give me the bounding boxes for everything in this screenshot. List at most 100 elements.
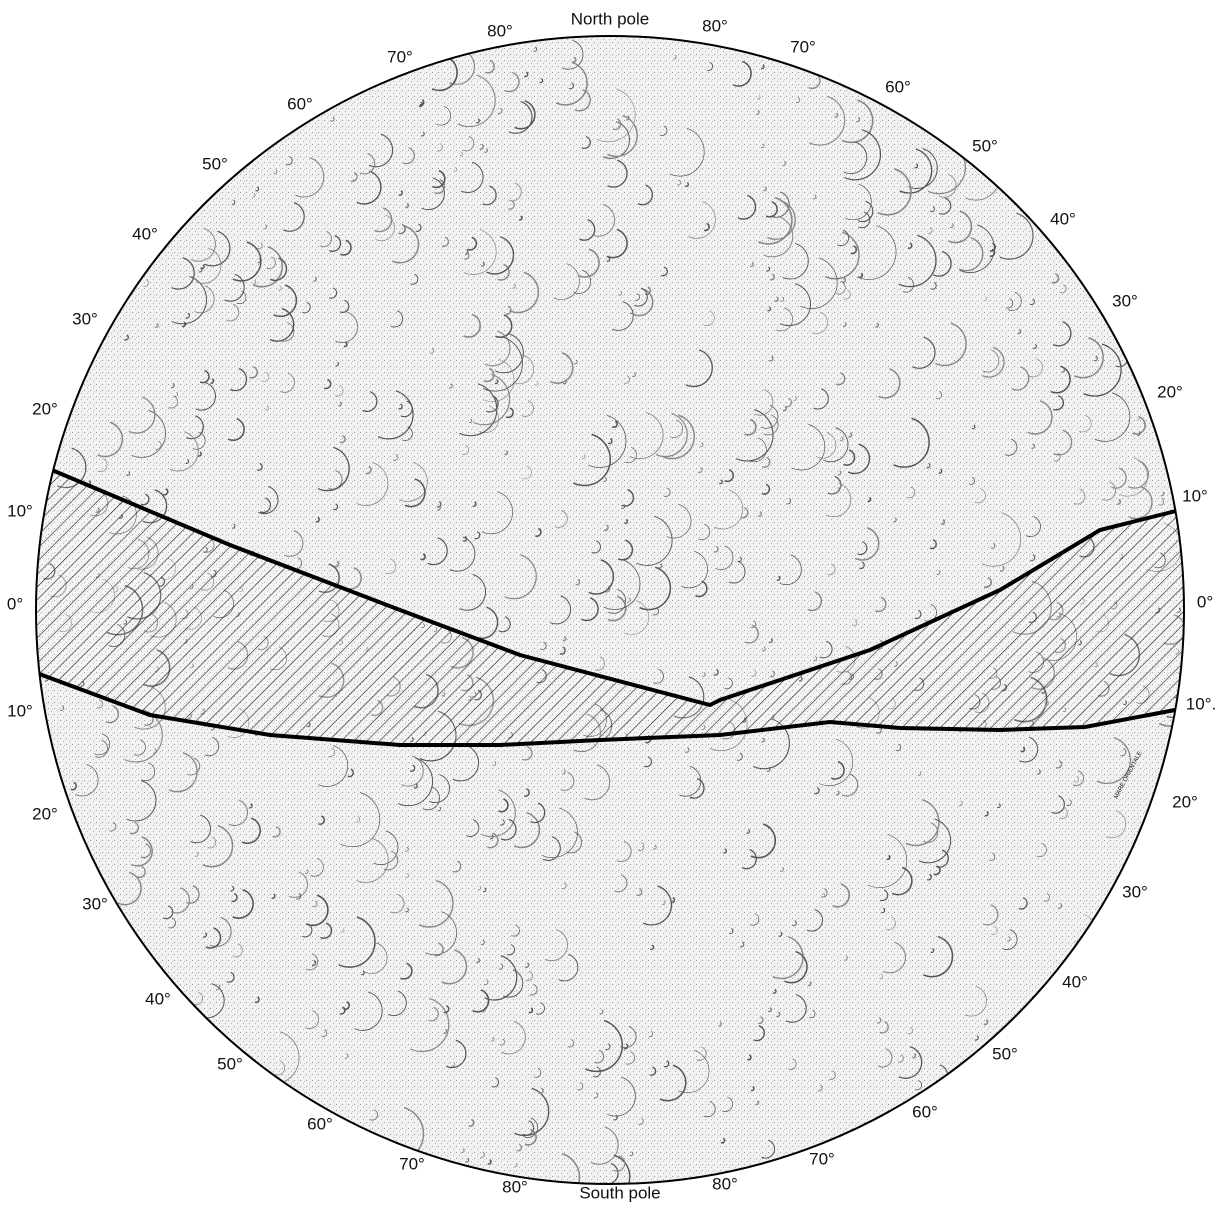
crater <box>485 1158 492 1165</box>
crater <box>765 766 771 772</box>
crater <box>121 835 153 867</box>
crater <box>567 88 591 112</box>
crater <box>521 788 530 797</box>
crater <box>831 280 846 295</box>
crater <box>835 482 842 489</box>
crater <box>136 842 152 859</box>
crater <box>151 748 157 754</box>
crater <box>615 488 635 507</box>
crater <box>469 490 513 535</box>
crater <box>579 1125 619 1165</box>
right-degree-label: 80° <box>702 16 728 35</box>
crater <box>784 1058 797 1070</box>
crater <box>655 126 705 177</box>
crater <box>274 372 295 393</box>
crater <box>494 797 509 813</box>
crater <box>611 1114 618 1121</box>
crater <box>865 496 872 503</box>
crater <box>380 558 397 575</box>
crater <box>325 747 336 758</box>
crater <box>857 272 864 279</box>
crater <box>201 932 208 938</box>
crater <box>450 228 497 275</box>
crater <box>459 1147 465 1154</box>
right-degree-label: 20° <box>1157 382 1183 401</box>
crater <box>482 978 489 986</box>
crater <box>476 185 497 206</box>
crater <box>1048 272 1060 284</box>
crater <box>755 1016 764 1025</box>
crater <box>417 98 425 106</box>
crater <box>606 437 613 445</box>
crater <box>649 413 695 460</box>
crater <box>313 516 320 523</box>
crater <box>480 394 499 413</box>
crater <box>451 161 484 193</box>
crater <box>803 72 821 90</box>
crater <box>925 250 952 277</box>
left-degree-label: 20° <box>32 399 58 418</box>
crater <box>491 760 496 766</box>
crater <box>600 588 627 614</box>
crater <box>549 509 568 528</box>
crater <box>737 941 745 948</box>
crater <box>541 594 572 625</box>
crater <box>474 957 481 964</box>
crater <box>778 867 784 872</box>
crater <box>499 1086 550 1137</box>
crater <box>470 501 477 508</box>
crater <box>905 242 913 249</box>
crater <box>1005 936 1011 942</box>
crater <box>620 446 637 463</box>
crater <box>902 335 936 369</box>
crater <box>466 1118 475 1127</box>
crater <box>300 952 319 971</box>
crater <box>93 457 108 472</box>
crater <box>323 915 376 968</box>
crater <box>474 118 480 124</box>
crater <box>276 285 282 291</box>
north-label: North pole <box>571 9 649 28</box>
crater <box>812 656 817 661</box>
crater <box>702 488 744 530</box>
crater <box>396 403 403 410</box>
crater <box>631 884 673 926</box>
crater <box>574 1081 584 1091</box>
crater <box>252 996 260 1003</box>
crater <box>989 542 996 549</box>
crater <box>554 771 575 791</box>
crater <box>762 186 767 192</box>
crater <box>884 854 891 861</box>
crater <box>533 380 539 386</box>
crater <box>315 230 333 248</box>
crater <box>332 560 340 568</box>
crater <box>650 607 659 616</box>
crater <box>189 991 204 1006</box>
crater <box>438 48 476 85</box>
crater <box>100 704 120 724</box>
crater <box>221 417 245 442</box>
crater <box>580 87 636 143</box>
crater <box>550 953 579 982</box>
crater <box>891 797 940 847</box>
crater <box>631 372 636 378</box>
crater <box>911 140 967 195</box>
crater <box>580 454 586 460</box>
crater <box>532 527 542 537</box>
crater <box>471 531 481 540</box>
crater <box>1051 452 1061 462</box>
crater <box>721 848 727 854</box>
crater <box>806 1009 816 1019</box>
crater <box>510 283 516 289</box>
crater <box>595 1075 636 1117</box>
left-degree-label: 10° <box>7 701 33 720</box>
crater <box>749 669 757 677</box>
crater <box>94 699 103 709</box>
crater <box>505 99 536 130</box>
crater <box>597 228 628 259</box>
crater <box>873 941 907 974</box>
crater <box>233 816 261 844</box>
crater <box>750 214 794 258</box>
crater <box>523 961 530 969</box>
crater <box>634 887 643 897</box>
